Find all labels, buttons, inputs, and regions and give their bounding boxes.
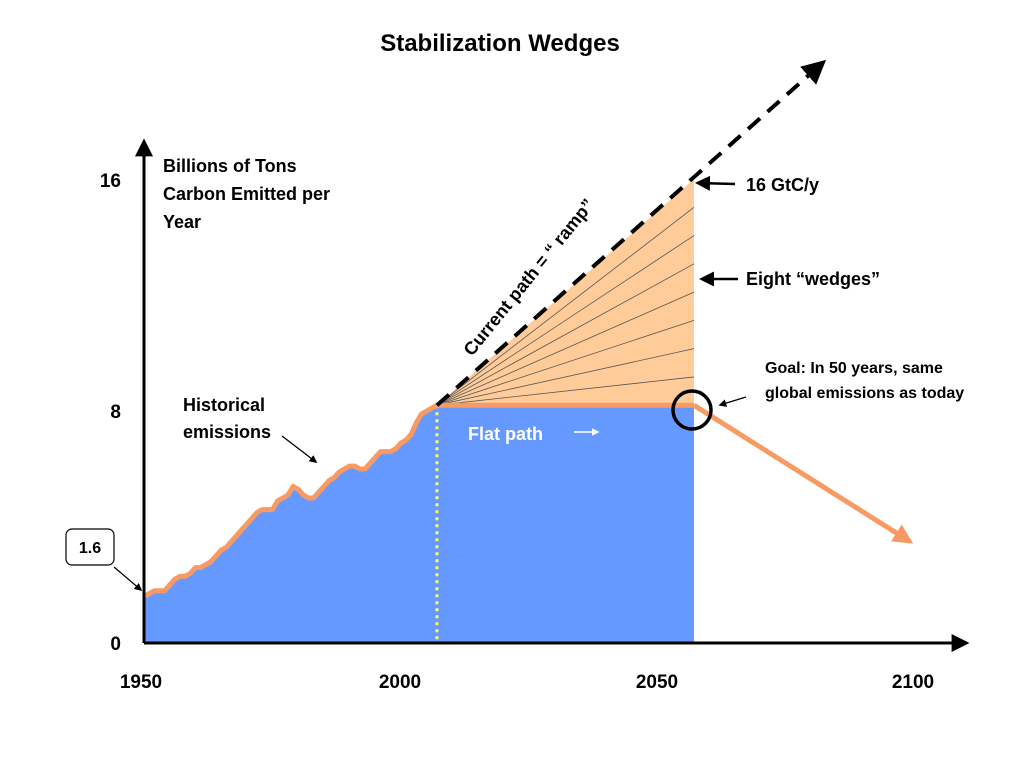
- historical-pointer: [281, 435, 318, 463]
- emissions-line: [142, 402, 694, 599]
- y-axis-label-line-3: Year: [163, 212, 201, 232]
- goal-declining-line: [692, 403, 914, 544]
- y-tick-label-0: 0: [110, 634, 121, 655]
- y-tick-label-16: 16: [100, 171, 121, 192]
- current-path-ramp-line: [435, 59, 827, 407]
- goal-circle: [671, 389, 713, 431]
- goal-label-line-2: global emissions as today: [765, 385, 964, 402]
- wedge-divider-3: [436, 319, 695, 406]
- historical-emissions-area: [144, 405, 694, 643]
- goal-label-line-1: Goal: In 50 years, same: [765, 360, 943, 377]
- x-tick-label-1950: 1950: [120, 672, 162, 693]
- top-value-pointer: [695, 175, 736, 191]
- top-value-label: 16 GtC/y: [746, 175, 819, 195]
- x-tick-label-2100: 2100: [892, 672, 934, 693]
- y-axis-label-line-2: Carbon Emitted per: [163, 184, 330, 204]
- x-tick-label-2050: 2050: [636, 672, 678, 693]
- x-tick-label-2000: 2000: [379, 672, 421, 693]
- plot-layer: [142, 59, 914, 643]
- y-tick-label-8: 8: [110, 402, 121, 423]
- wedge-divider-1: [436, 376, 695, 406]
- wedge-divider-4: [436, 291, 695, 406]
- historical-label-line-1: Historical: [183, 395, 265, 415]
- y-axis-label-line-1: Billions of Tons: [163, 156, 297, 176]
- flat-path-label: Flat path: [468, 424, 543, 444]
- goal-pointer: [718, 396, 747, 407]
- start-value-label: 1.6: [79, 540, 101, 557]
- wedge-divider-5: [436, 263, 695, 406]
- start-value-box: [65, 528, 115, 566]
- historical-label-line-2: emissions: [183, 422, 271, 442]
- chart-title: Stabilization Wedges: [380, 30, 620, 57]
- wedges-label: Eight “wedges”: [746, 269, 880, 289]
- wedge-divider-6: [436, 235, 695, 406]
- start-value-pointer: [113, 566, 143, 592]
- wedge-divider-2: [436, 348, 695, 406]
- wedge-divider-7: [436, 206, 695, 406]
